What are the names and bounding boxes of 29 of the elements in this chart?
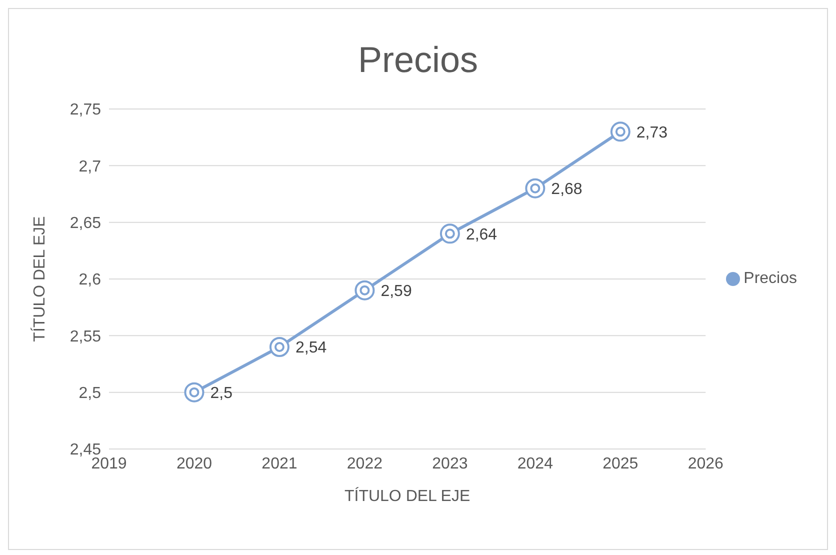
- x-tick-label: 2025: [602, 455, 638, 472]
- y-tick-label: 2,7: [78, 158, 102, 176]
- y-tick-label: 2,65: [70, 215, 102, 232]
- point: [440, 224, 460, 244]
- y-axis-title: TÍTULO DEL EJE: [30, 216, 49, 342]
- point: [269, 337, 290, 357]
- data-label: 2,68: [551, 181, 582, 198]
- data-label: 2,59: [380, 283, 412, 300]
- x-tick-label: 2021: [262, 455, 298, 472]
- x-tick-label: 2023: [432, 455, 468, 472]
- point: [525, 178, 546, 198]
- y-tick-label: 2,75: [70, 102, 102, 119]
- point: [184, 382, 204, 402]
- chart-title: Precios: [356, 39, 480, 81]
- y-tick-label: 2,6: [78, 272, 102, 289]
- x-tick-label: 2026: [688, 455, 724, 472]
- data-label: 2,5: [210, 385, 233, 402]
- data-label: 2,64: [466, 226, 498, 244]
- point: [610, 122, 630, 142]
- x-tick-label: 2024: [517, 455, 554, 472]
- data-label: 2,73: [636, 124, 668, 142]
- data-label: 2,54: [295, 340, 327, 357]
- y-tick-label: 2,55: [70, 328, 102, 346]
- x-tick-label: 2022: [346, 455, 383, 472]
- point: [354, 280, 375, 300]
- x-tick-label: 2020: [176, 455, 212, 472]
- y-tick-label: 2,5: [78, 385, 102, 402]
- legend-label: Precios: [744, 270, 797, 287]
- x-axis-title: TÍTULO DEL EJE: [344, 487, 470, 505]
